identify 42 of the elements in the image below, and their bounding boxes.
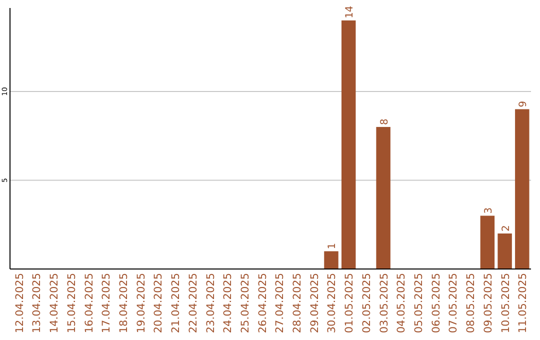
x-tick-label: 27.04.2025 bbox=[274, 273, 286, 334]
bar bbox=[376, 126, 390, 269]
x-tick-label: 07.05.2025 bbox=[448, 273, 460, 334]
bar bbox=[341, 20, 356, 269]
data-label: 14 bbox=[344, 6, 356, 18]
x-tick-label: 26.04.2025 bbox=[256, 273, 269, 334]
data-label: 1 bbox=[327, 242, 338, 250]
x-tick-label: 10.05.2025 bbox=[500, 273, 512, 334]
x-tick-label: 28.04.2025 bbox=[292, 273, 304, 334]
bar bbox=[515, 109, 530, 269]
x-tick-label: 12.04.2025 bbox=[14, 273, 26, 334]
x-tick-label: 25.04.2025 bbox=[239, 273, 252, 334]
x-tick-label: 17.04.2025 bbox=[100, 273, 113, 334]
x-tick-label: 09.05.2025 bbox=[482, 273, 494, 334]
x-tick-label: 05.05.2025 bbox=[413, 273, 426, 334]
x-tick-label: 06.05.2025 bbox=[430, 273, 442, 334]
bar bbox=[480, 216, 495, 269]
x-tick-label: 24.04.2025 bbox=[222, 273, 234, 334]
x-tick-label: 08.05.2025 bbox=[465, 273, 478, 334]
x-tick-label: 03.05.2025 bbox=[378, 273, 390, 334]
x-tick-label: 02.05.2025 bbox=[360, 273, 373, 334]
bar bbox=[498, 233, 512, 269]
x-tick-label: 30.04.2025 bbox=[326, 273, 338, 334]
x-tick-label: 20.04.2025 bbox=[152, 273, 165, 334]
x-tick-label: 18.04.2025 bbox=[118, 273, 130, 334]
x-tick-label: 19.04.2025 bbox=[135, 273, 148, 334]
x-tick-label: 22.04.2025 bbox=[187, 273, 200, 334]
x-tick-label: 04.05.2025 bbox=[396, 273, 408, 334]
x-tick-label: 23.04.2025 bbox=[204, 273, 217, 334]
bar bbox=[324, 251, 338, 269]
x-tick-label: 15.04.2025 bbox=[66, 273, 78, 334]
x-tick-label: 29.04.2025 bbox=[308, 273, 321, 334]
x-tick-label: 01.05.2025 bbox=[344, 273, 356, 334]
data-label: 9 bbox=[518, 100, 530, 108]
x-tick-label: 13.04.2025 bbox=[31, 273, 44, 334]
data-label: 2 bbox=[500, 225, 512, 232]
data-label: 3 bbox=[483, 207, 494, 214]
data-label: 8 bbox=[379, 118, 390, 125]
x-tick-label: 21.04.2025 bbox=[170, 273, 182, 334]
x-tick-label: 14.04.2025 bbox=[48, 273, 61, 334]
x-tick-label: 16.04.2025 bbox=[83, 273, 96, 334]
x-tick-label: 11.05.2025 bbox=[517, 273, 530, 334]
